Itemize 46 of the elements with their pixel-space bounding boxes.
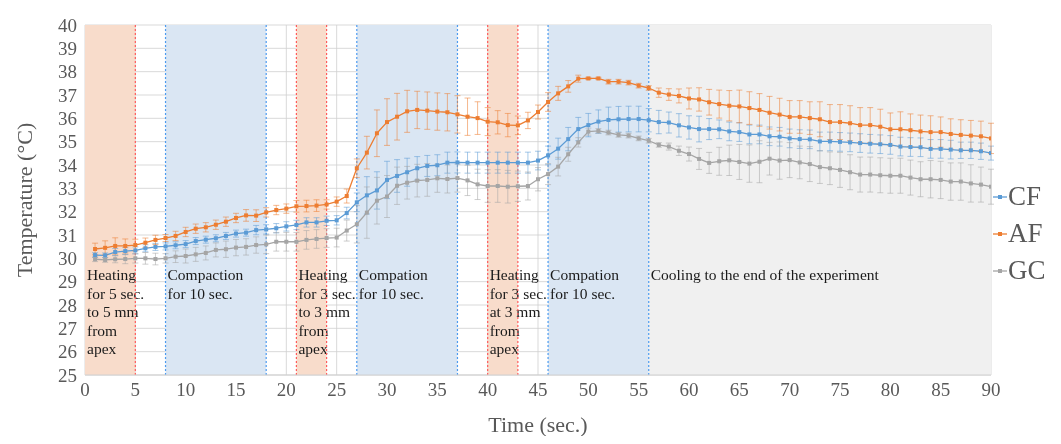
y-tick-label: 39 bbox=[58, 38, 77, 60]
x-tick-label: 5 bbox=[130, 379, 141, 401]
x-tick-label: 15 bbox=[226, 379, 246, 401]
x-tick-label: 10 bbox=[176, 379, 196, 401]
y-tick-label: 26 bbox=[58, 341, 77, 363]
y-tick-label: 31 bbox=[58, 224, 77, 246]
y-tick-label: 37 bbox=[58, 84, 77, 106]
band-label: Compation for 10 sec. bbox=[550, 266, 620, 302]
y-tick-label: 28 bbox=[58, 294, 77, 316]
x-tick-label: 75 bbox=[830, 379, 850, 401]
x-tick-label: 85 bbox=[931, 379, 951, 401]
x-tick-label: 80 bbox=[880, 379, 900, 401]
band-label: Compation for 10 sec. bbox=[358, 266, 428, 302]
legend-label: GC bbox=[1008, 254, 1046, 287]
x-tick-label: 55 bbox=[629, 379, 649, 401]
x-tick-label: 70 bbox=[780, 379, 800, 401]
y-tick-label: 40 bbox=[58, 14, 77, 36]
y-tick-label: 32 bbox=[58, 201, 77, 223]
legend-label: CF bbox=[1008, 180, 1042, 213]
x-tick-label: 45 bbox=[528, 379, 548, 401]
x-tick-label: 0 bbox=[80, 379, 90, 401]
y-tick-label: 27 bbox=[58, 318, 77, 340]
y-tick-label: 36 bbox=[58, 108, 77, 130]
x-tick-label: 60 bbox=[679, 379, 699, 401]
x-tick-label: 50 bbox=[578, 379, 598, 401]
legend-label: AF bbox=[1008, 217, 1043, 250]
x-tick-label: 20 bbox=[276, 379, 296, 401]
x-tick-label: 35 bbox=[427, 379, 447, 401]
x-axis-title: Time (sec.) bbox=[488, 412, 588, 437]
x-tick-label: 30 bbox=[377, 379, 397, 401]
band-label: Heating for 5 sec. to 5 mm from apex bbox=[87, 266, 145, 358]
band-label: Cooling to the end of the experiment bbox=[650, 266, 880, 284]
y-tick-label: 30 bbox=[58, 248, 77, 270]
y-tick-label: 33 bbox=[58, 178, 77, 200]
x-tick-label: 25 bbox=[327, 379, 347, 401]
y-tick-label: 38 bbox=[58, 61, 77, 83]
x-tick-label: 40 bbox=[478, 379, 498, 401]
y-axis-title: Temperature (°C) bbox=[11, 122, 37, 278]
y-tick-label: 29 bbox=[58, 271, 77, 293]
x-tick-label: 90 bbox=[981, 379, 1001, 401]
y-tick-label: 25 bbox=[58, 364, 77, 386]
y-tick-label: 35 bbox=[58, 131, 77, 153]
y-tick-label: 34 bbox=[58, 154, 78, 176]
x-tick-label: 65 bbox=[729, 379, 749, 401]
band-label: Compaction for 10 sec. bbox=[167, 266, 244, 302]
band-label: Heating for 3 sec. at 3 mm from apex bbox=[489, 266, 547, 358]
